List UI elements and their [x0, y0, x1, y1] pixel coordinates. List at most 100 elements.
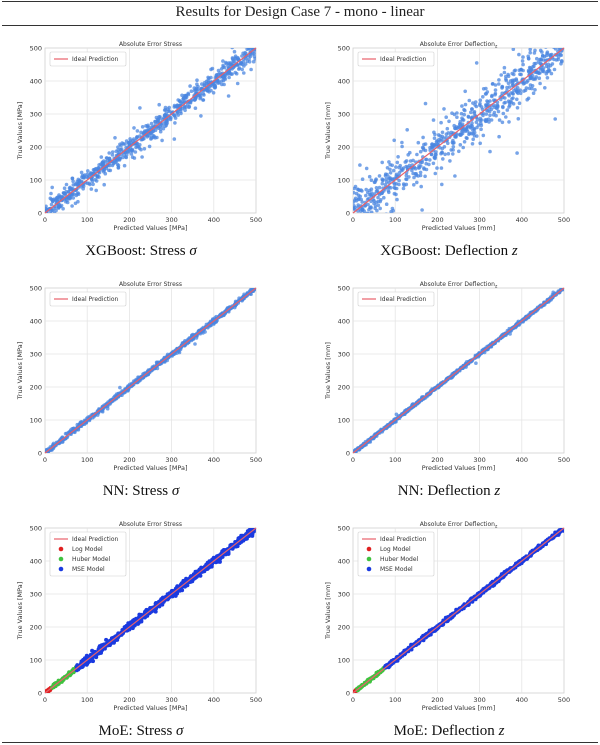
c1-point-s0-646 — [418, 149, 423, 154]
c3-x-tick-label-5: 500 — [558, 456, 570, 464]
c0-point-s0-424 — [242, 71, 246, 75]
c1-point-s0-399 — [447, 119, 451, 124]
c1-point-s0-416 — [381, 220, 385, 224]
c0-point-s0-565 — [138, 106, 142, 110]
c0-point-s0-170 — [188, 84, 192, 88]
c1-point-s0-699 — [467, 132, 471, 137]
c0-point-s0-539 — [138, 143, 142, 147]
c0-x-tick-label-0: 0 — [43, 216, 47, 224]
c1-point-s0-735 — [416, 166, 421, 170]
c1-point-s0-676 — [443, 152, 447, 157]
c1-point-s0-655 — [446, 131, 451, 135]
c3-ideal-prediction-line — [352, 287, 565, 454]
c1-point-s0-409 — [387, 160, 391, 164]
c4-legend-swatch-2 — [58, 556, 64, 562]
c1-point-s0-457 — [411, 158, 415, 163]
c1-point-s0-350 — [367, 174, 372, 179]
c1-point-s0-695 — [502, 101, 506, 105]
c1-point-s0-605 — [515, 151, 519, 155]
c0-point-s0-676 — [206, 86, 210, 91]
c1-point-s0-659 — [438, 134, 442, 138]
c1-point-s0-719 — [484, 86, 488, 91]
c1-point-s0-313 — [472, 111, 477, 115]
c0-point-s0-739 — [99, 162, 103, 166]
c1-point-s0-158 — [546, 43, 550, 47]
c1-point-s0-544 — [429, 152, 434, 157]
c2-y-tick-label-0: 0 — [38, 449, 42, 457]
c1-x-tick-label-4: 400 — [516, 216, 528, 224]
c0-point-s0-496 — [179, 111, 183, 116]
c1-y-tick-label-5: 500 — [338, 44, 350, 52]
c1-point-s0-721 — [519, 72, 523, 77]
c1-point-s0-554 — [552, 48, 556, 49]
c1-point-s0-436 — [472, 127, 477, 132]
c2-point-s0-675 — [233, 299, 238, 304]
c0-point-s0-711 — [214, 80, 218, 84]
c3-point-s0-550 — [508, 332, 512, 336]
c1-point-s0-670 — [424, 161, 428, 166]
c0-point-s0-412 — [209, 67, 213, 72]
c0-point-s0-501 — [173, 116, 178, 120]
c1-point-s0-510 — [505, 108, 510, 112]
c4-y-tick-label-4: 400 — [30, 557, 42, 565]
c0-point-s0-634 — [132, 137, 136, 141]
c1-point-s0-245 — [353, 198, 357, 202]
c1-point-s0-709 — [430, 142, 434, 146]
c1-point-s0-629 — [493, 88, 498, 92]
c1-point-s0-682 — [455, 115, 459, 119]
c1-point-s0-653 — [558, 52, 563, 57]
c1-point-s0-639 — [532, 64, 536, 69]
c1-point-s0-412 — [388, 186, 393, 190]
c0-point-s0-720 — [175, 110, 180, 114]
c4-ideal-prediction-line — [44, 527, 257, 694]
c1-point-s0-538 — [478, 116, 483, 121]
c0-point-s0-670 — [199, 114, 203, 118]
c4-point-s2-352 — [254, 521, 258, 525]
c0-point-s0-747 — [49, 197, 54, 202]
c1-point-s0-283 — [499, 73, 503, 77]
c0-point-s0-713 — [163, 113, 167, 117]
c1-point-s0-419 — [496, 109, 501, 114]
c0-y-tick-label-2: 200 — [30, 143, 42, 151]
c1-point-s0-10 — [479, 127, 483, 132]
c0-point-s0-17 — [235, 81, 240, 86]
c1-scatter-points — [353, 43, 564, 224]
c4-point-s2-758 — [137, 612, 142, 617]
c2-point-s0-636 — [100, 409, 105, 414]
c1-y-tick-label-1: 100 — [338, 176, 350, 184]
c1-point-s0-729 — [440, 150, 444, 154]
c1-point-s0-467 — [550, 62, 555, 66]
c1-point-s0-468 — [474, 61, 479, 65]
c1-point-s0-136 — [537, 76, 542, 80]
c1-point-s0-131 — [369, 210, 374, 213]
c1-point-s0-746 — [474, 104, 479, 109]
c4-y-tick-label-0: 0 — [38, 689, 42, 697]
c1-point-s0-152 — [470, 142, 475, 146]
c1-point-s0-522 — [511, 92, 515, 96]
c0-point-s0-705 — [184, 93, 188, 98]
c1-point-s0-471 — [387, 190, 391, 195]
c4-point-s2-615 — [104, 637, 109, 642]
c1-point-s0-297 — [530, 86, 534, 91]
c1-point-s0-287 — [521, 62, 525, 67]
c0-point-s0-729 — [67, 195, 72, 200]
c1-point-s0-669 — [461, 118, 466, 122]
c2-legend: Ideal Prediction — [49, 291, 127, 307]
c0-point-s0-612 — [195, 78, 199, 82]
c1-legend: Ideal Prediction — [357, 51, 435, 67]
c1-point-s0-334 — [356, 220, 360, 224]
c1-point-s0-593 — [471, 101, 475, 105]
c0-point-s0-661 — [101, 170, 106, 174]
c1-point-s0-235 — [366, 202, 370, 207]
c1-point-s0-705 — [444, 115, 448, 119]
c3-y-tick-label-3: 300 — [338, 350, 350, 358]
c1-point-s0-139 — [470, 107, 474, 111]
c0-point-s0-709 — [59, 194, 63, 199]
c0-x-tick-label-2: 200 — [123, 216, 135, 224]
c1-point-s0-621 — [484, 119, 489, 123]
c1-point-s0-547 — [442, 136, 446, 140]
c1-point-s0-266 — [372, 180, 377, 185]
c1-point-s0-172 — [466, 114, 471, 119]
c1-point-s0-599 — [423, 148, 428, 153]
